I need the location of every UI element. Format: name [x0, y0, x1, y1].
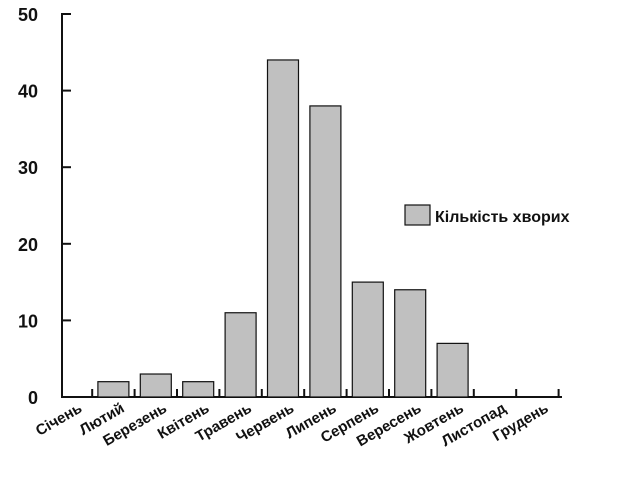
bar	[182, 381, 215, 398]
y-tick-label: 50	[18, 5, 38, 25]
x-axis-ticks	[91, 389, 560, 397]
legend-label: Кількість хворих	[435, 209, 570, 226]
bar	[97, 381, 130, 398]
bar	[436, 342, 469, 398]
bars	[97, 59, 469, 398]
y-tick-label: 40	[18, 82, 38, 102]
y-tick-label: 10	[18, 311, 38, 331]
x-axis-labels: СіченьЛютийБерезеньКвітеньТравеньЧервень…	[33, 400, 551, 451]
bar	[139, 373, 172, 398]
bar	[394, 289, 427, 398]
bar	[224, 312, 257, 398]
y-tick-label: 20	[18, 235, 38, 255]
y-tick-label: 0	[28, 388, 38, 408]
bar	[351, 281, 384, 398]
bar	[309, 105, 342, 398]
bar	[266, 59, 300, 398]
y-tick-label: 30	[18, 158, 38, 178]
x-tick-label: Січень	[33, 400, 85, 440]
legend-swatch	[404, 204, 431, 226]
y-axis-ticks: 0 10 20 30 40 50	[18, 5, 71, 408]
legend: Кількість хворих	[404, 204, 570, 226]
